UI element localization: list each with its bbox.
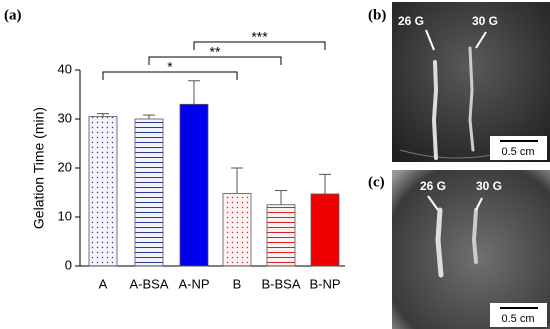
arrow xyxy=(425,29,435,51)
photo-annotation: 26 G xyxy=(398,14,424,28)
panel-label: (a) xyxy=(4,7,22,23)
significance-bracket xyxy=(148,56,282,65)
bar xyxy=(266,204,296,267)
significance-label: *** xyxy=(251,29,268,45)
y-tick-label: 10 xyxy=(58,208,72,223)
panel-label: (c) xyxy=(368,174,385,190)
y-tick-label: 30 xyxy=(58,110,72,125)
y-tick-label: 0 xyxy=(65,257,72,272)
scale-label: 0.5 cm xyxy=(501,313,534,325)
photo-c: (c) 26 G 30 G 0.5 cm xyxy=(368,170,550,329)
gel-streak xyxy=(435,207,444,278)
significance-label: * xyxy=(167,59,173,75)
panel-label: (b) xyxy=(368,7,386,23)
photo xyxy=(392,170,550,329)
x-tick-label: B-BSA xyxy=(261,276,300,291)
arrow xyxy=(475,197,483,211)
x-tick-label: A xyxy=(99,276,108,291)
significance-bracket xyxy=(193,41,326,50)
bar xyxy=(222,193,252,267)
bar xyxy=(88,116,118,267)
photo-annotation: 30 G xyxy=(472,14,498,28)
arrow xyxy=(427,195,439,211)
bar xyxy=(310,193,340,267)
significance-bracket xyxy=(102,71,238,80)
photo-b: (b) 26 G 30 G 0.5 cm xyxy=(368,2,550,162)
gel-streak xyxy=(431,60,439,160)
y-axis-label: Gelation Time (min) xyxy=(31,107,47,229)
x-tick-label: B-NP xyxy=(309,276,340,291)
arrow xyxy=(475,31,487,49)
y-tick-label: 20 xyxy=(58,159,72,174)
y-tick-label: 40 xyxy=(58,61,72,76)
gel-streak xyxy=(468,46,475,152)
scale-label: 0.5 cm xyxy=(501,146,534,158)
bar xyxy=(179,103,209,267)
x-tick-label: A-BSA xyxy=(129,276,168,291)
gel-streak xyxy=(471,208,478,264)
x-tick-label: B xyxy=(233,276,242,291)
photo-annotation: 30 G xyxy=(476,179,502,193)
x-tick-label: A-NP xyxy=(178,276,209,291)
significance-label: ** xyxy=(210,44,221,60)
photo-annotation: 26 G xyxy=(420,179,446,193)
bar xyxy=(134,118,164,267)
